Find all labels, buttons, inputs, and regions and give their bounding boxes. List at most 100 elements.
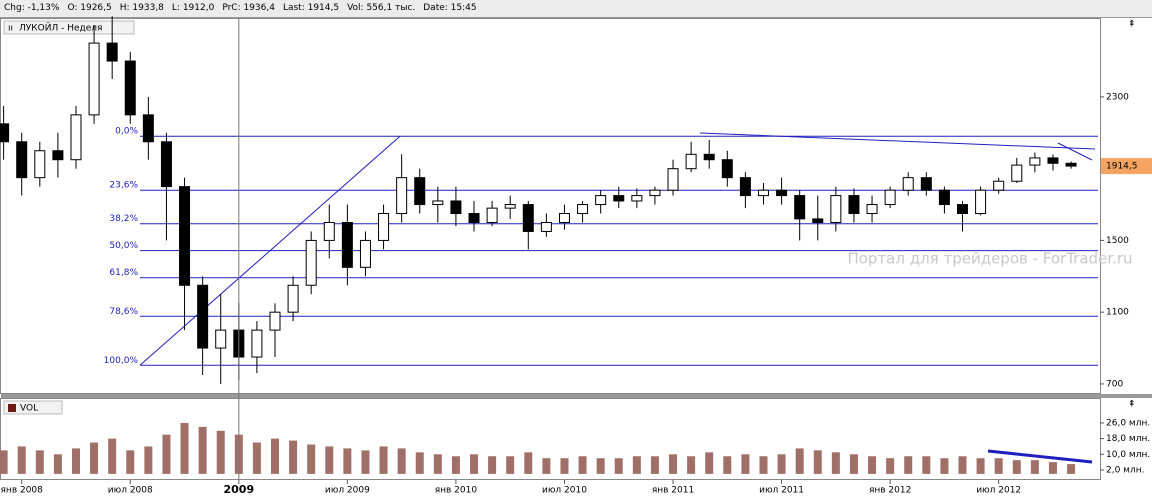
x-tick-label: янв 2010	[435, 486, 478, 496]
volume-bar	[108, 438, 117, 474]
candle-body	[179, 186, 191, 286]
candle-body	[739, 177, 751, 197]
candle-body	[721, 159, 733, 179]
fib-label: 38,2%	[109, 214, 138, 224]
toolbar-item: H: 1933,8	[119, 3, 164, 13]
toolbar-item: Date: 15:45	[423, 3, 477, 13]
volume-bar	[524, 452, 533, 474]
volume-bar	[53, 454, 62, 474]
candle-body	[830, 195, 842, 223]
volume-bar	[940, 458, 949, 474]
volume-bar	[596, 458, 605, 474]
candle-body	[251, 329, 263, 358]
candle-body	[142, 114, 154, 143]
volume-bar	[71, 448, 80, 474]
candle-body	[432, 200, 444, 206]
volume-bar	[433, 454, 442, 474]
candle-body	[1047, 157, 1059, 164]
volume-bar	[17, 446, 26, 474]
y-tick-label: 10,0 млн.	[1106, 450, 1150, 460]
volume-bar	[759, 456, 768, 474]
volume-bar	[451, 456, 460, 474]
volume-bar	[488, 456, 497, 474]
candle-body	[1011, 164, 1023, 182]
candle-body	[378, 213, 390, 241]
fib-trend	[139, 135, 401, 366]
fib-label: 100,0%	[104, 356, 139, 366]
y-tick-label: 700	[1106, 379, 1123, 389]
volume-bar	[379, 446, 388, 474]
candle-body	[993, 180, 1005, 191]
volume-bar	[1067, 464, 1076, 474]
volume-bar	[415, 452, 424, 474]
candles	[0, 16, 1077, 384]
candle-body	[703, 153, 715, 161]
volume-bar	[723, 456, 732, 474]
candle-body	[631, 195, 643, 202]
candle-body	[52, 150, 64, 161]
volume-bar	[886, 458, 895, 474]
volume-bar	[705, 452, 714, 474]
volume-bar	[777, 454, 786, 474]
candle-body	[287, 284, 299, 313]
y-tick-label: 2,0 млн.	[1106, 465, 1144, 475]
scroll-icon[interactable]: ⇞	[1128, 400, 1136, 410]
candle-body	[522, 204, 534, 232]
y-tick-label: 2300	[1106, 92, 1129, 102]
candle-body	[757, 189, 769, 197]
fib-label: 50,0%	[109, 241, 138, 251]
volume-bar	[741, 454, 750, 474]
volume-bar	[849, 454, 858, 474]
volume-bar	[904, 456, 913, 474]
candle-body	[848, 195, 860, 215]
toolbar-item: PrC: 1936,4	[222, 3, 275, 13]
candle-body	[34, 150, 46, 179]
volume-bar	[307, 444, 316, 474]
legend-box	[3, 400, 63, 415]
volume-bar	[1012, 460, 1021, 474]
toolbar: Chg: -1,13% O: 1926,5 H: 1933,8 L: 1912,0 Pr…	[0, 0, 1152, 18]
candle-body	[595, 195, 607, 206]
toolbar-item: O: 1926,5	[67, 3, 112, 13]
legend-icon: ıı	[8, 24, 13, 34]
candle-body	[1065, 162, 1077, 167]
volume-bar	[35, 450, 44, 474]
candle-body	[866, 204, 878, 215]
legend: VOL	[20, 404, 38, 414]
volume-bar	[1048, 462, 1057, 474]
volume-bar	[0, 450, 8, 474]
volume-bar	[868, 456, 877, 474]
x-tick-label: июл 2011	[759, 486, 804, 496]
toolbar-item: Vol: 556,1 тыс.	[347, 3, 416, 13]
x-tick-label: июл 2012	[976, 486, 1021, 496]
candle-body	[902, 177, 914, 191]
trend-line	[699, 132, 1096, 150]
y-tick-label: 1500	[1106, 236, 1129, 246]
x-tick-label: 2009	[224, 483, 255, 496]
candle-body	[667, 168, 679, 191]
candle-body	[685, 153, 697, 170]
volume-bar	[289, 440, 298, 474]
candle-body	[197, 284, 209, 349]
candle-body	[341, 221, 353, 268]
candle-body	[975, 189, 987, 215]
volume-bar	[90, 442, 99, 474]
volume-bar	[180, 422, 189, 474]
volume-bar	[343, 448, 352, 474]
volume-bar	[216, 430, 225, 474]
candle-body	[305, 239, 317, 286]
volume-bar	[813, 450, 822, 474]
candle-body	[0, 123, 10, 143]
volume-bar	[252, 442, 261, 474]
volume-bar	[126, 450, 135, 474]
x-tick-label: янв 2011	[652, 486, 694, 496]
volume-bar	[198, 426, 207, 474]
volume-bar	[506, 456, 515, 474]
panel-separator	[1, 394, 1152, 398]
scroll-icon[interactable]: ⇞	[1128, 20, 1136, 30]
volume-bar	[470, 454, 479, 474]
volume-bar	[1030, 460, 1039, 474]
price-panel	[0, 18, 1101, 394]
